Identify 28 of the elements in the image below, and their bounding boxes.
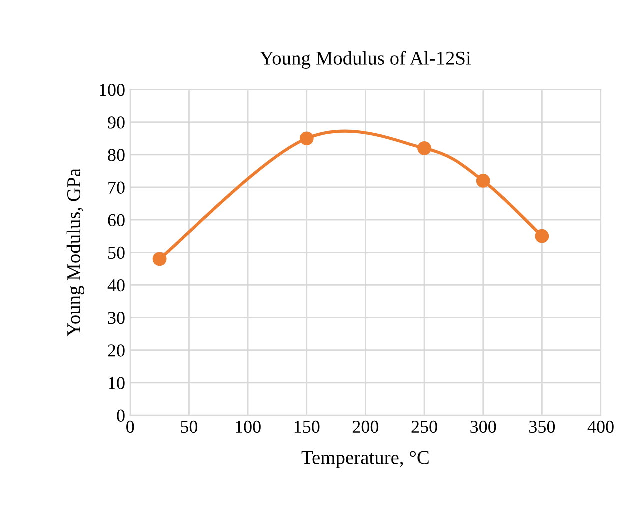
x-tick-label: 100 [236,420,261,434]
x-tick-label: 300 [470,420,496,434]
x-tick-label: 250 [412,420,438,434]
point [152,252,167,266]
x-tick-label: 350 [530,420,556,434]
x-axis-title: Temperature, °C [302,451,429,468]
y-tick-label: 20 [108,344,125,357]
y-tick-label: 30 [108,312,125,324]
y-tick-label: 10 [109,377,125,390]
y-tick-label: 100 [100,84,125,96]
point [300,132,314,146]
point [418,141,432,156]
x-tick-label: 400 [588,420,614,434]
chart-title: Young Modulus of Al-12Si [260,51,472,69]
x-tick-label: 150 [294,420,320,434]
x-tick-label: 200 [352,420,379,434]
y-tick-label: 0 [117,410,125,422]
y-tick-label: 70 [108,182,125,194]
y-axis-title: Young Modulus, GPa [66,168,85,337]
y-tick-label: 50 [108,246,125,260]
point [535,229,550,244]
y-tick-label: 40 [108,279,125,292]
y-tick-label: 80 [108,149,125,162]
y-tick-label: 60 [108,214,125,227]
point [476,174,490,188]
x-tick-label: 0 [126,420,134,434]
y-tick-label: 90 [108,116,125,129]
x-tick-label: 50 [181,420,198,434]
